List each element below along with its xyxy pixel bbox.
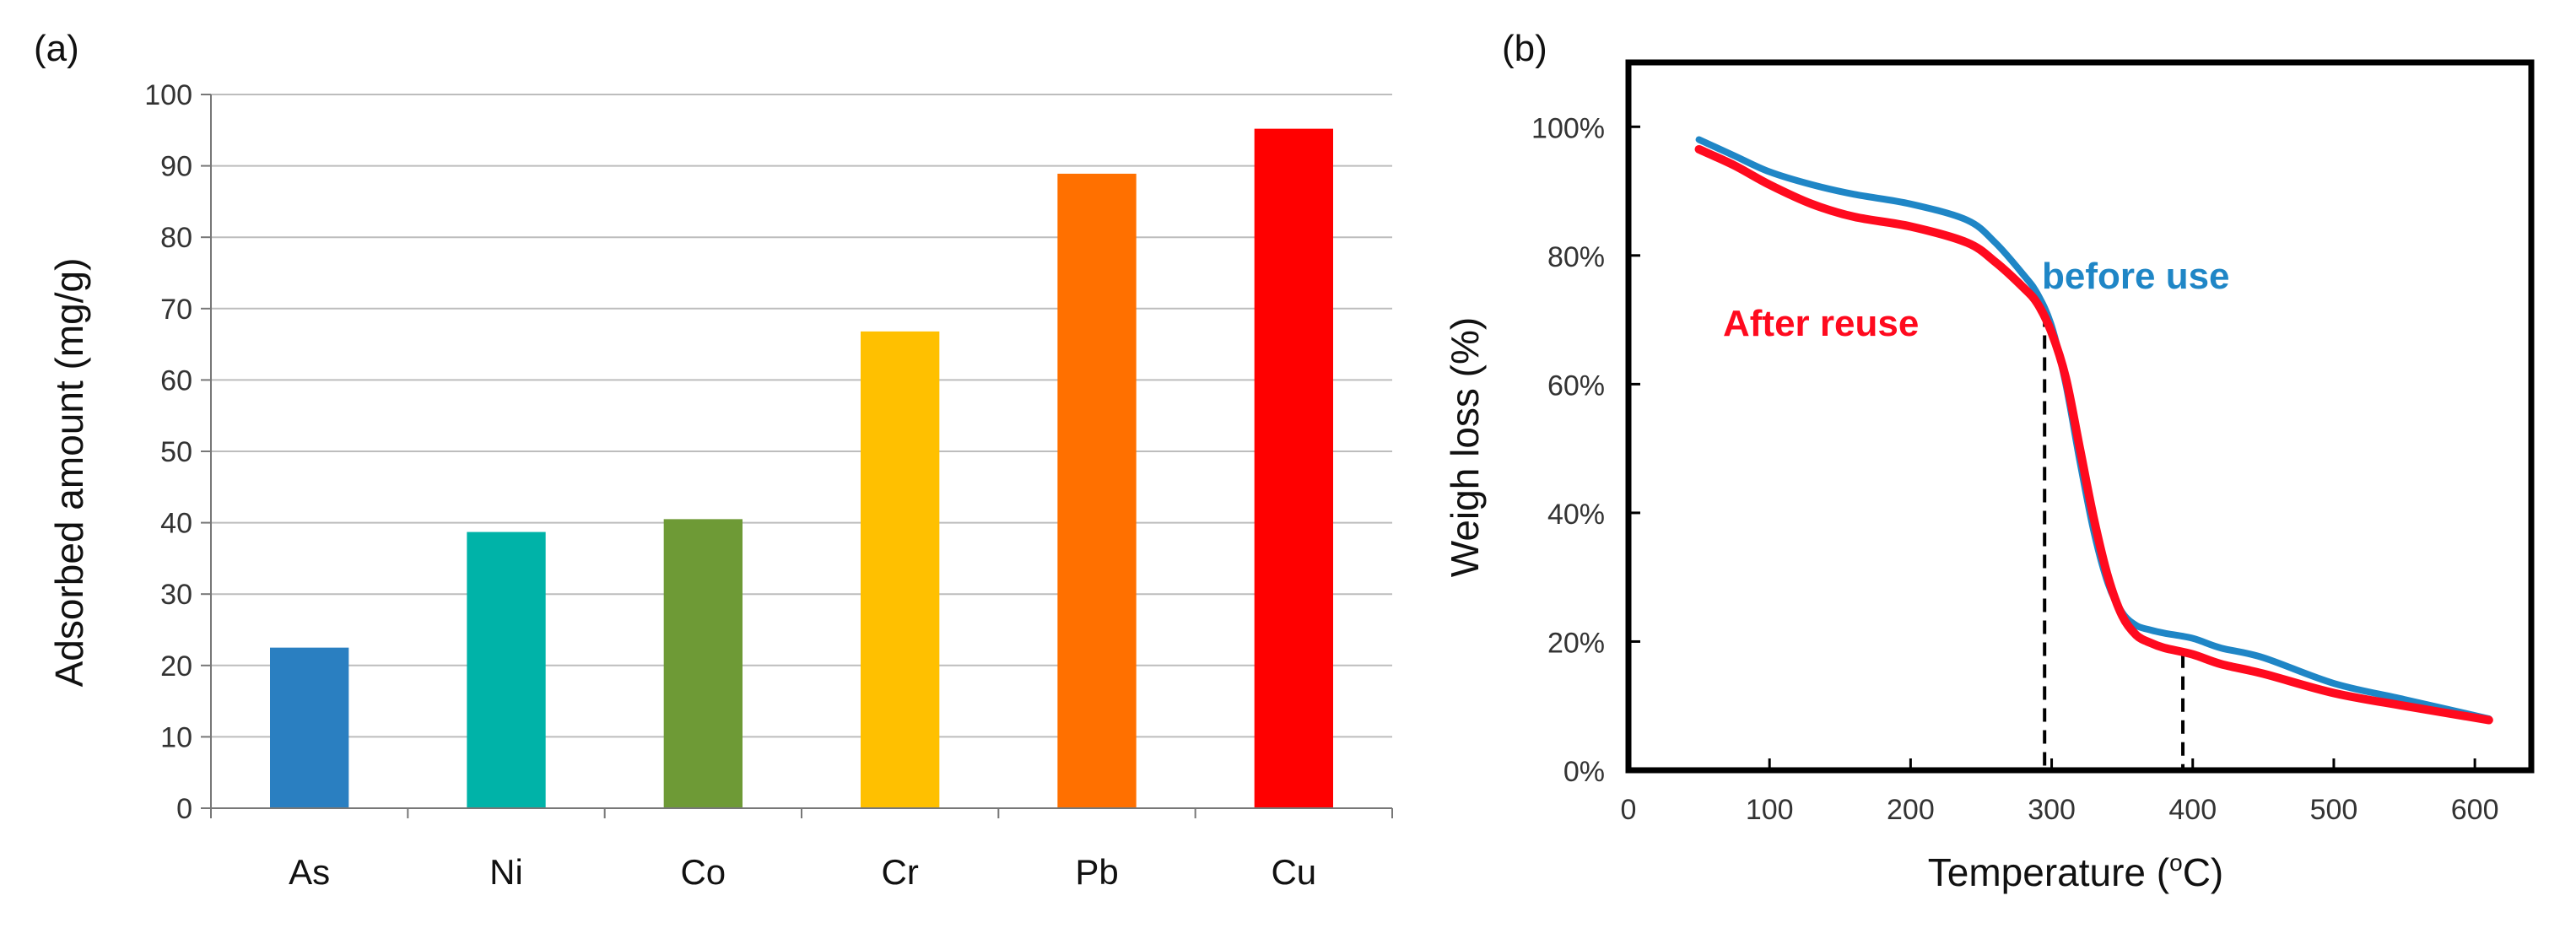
x-category-label: Pb <box>1075 852 1118 892</box>
x-tick-label: 0 <box>1621 794 1637 826</box>
x-category-label: Cu <box>1271 852 1316 892</box>
y-tick-label: 80% <box>1547 241 1605 273</box>
panel-b-x-axis-title: Temperature (oC) <box>1928 850 2223 894</box>
bar-ni <box>467 531 546 808</box>
plot-frame <box>1625 59 2535 774</box>
panel-b-label: (b) <box>1502 28 1547 69</box>
bar-cr <box>861 331 940 808</box>
y-tick-label: 40% <box>1547 499 1605 531</box>
x-category-label: Co <box>680 852 726 892</box>
y-tick-label: 60 <box>160 364 192 397</box>
y-tick-label: 20% <box>1547 627 1605 659</box>
y-tick-label: 10 <box>160 721 192 753</box>
y-tick-label: 100% <box>1531 112 1605 144</box>
bar-as <box>270 647 349 808</box>
panel-a-y-axis-title: Adsorbed amount (mg/g) <box>47 258 91 688</box>
y-tick-label: 0 <box>176 793 192 825</box>
y-tick-label: 60% <box>1547 370 1605 402</box>
panel-b-y-axis-title: Weigh loss (%) <box>1443 317 1487 577</box>
x-tick-label: 500 <box>2310 794 2358 826</box>
bar-pb <box>1057 173 1137 808</box>
bar-chart-panel-a: (a) Adsorbed amount (mg/g) 0 10 20 30 40 50 60… <box>34 28 1393 892</box>
line-chart-panel-b: (b) Weigh loss (%) Temperature (oC) 0% 20… <box>1443 28 2535 894</box>
x-tick-label: 400 <box>2168 794 2217 826</box>
x-axis-title-unit: C) <box>2183 850 2224 894</box>
series-line-before-use <box>1695 136 2492 722</box>
x-axis-title-degree: o <box>2169 850 2183 876</box>
y-tick-label: 90 <box>160 151 192 183</box>
series-label-after-reuse: After reuse <box>1723 303 1919 344</box>
x-category-label: As <box>289 852 330 892</box>
y-tick-label: 30 <box>160 579 192 611</box>
y-tick-label: 80 <box>160 222 192 254</box>
y-tick-label: 0% <box>1563 756 1605 788</box>
bar-cu <box>1254 128 1333 808</box>
x-tick-label: 600 <box>2451 794 2499 826</box>
x-tick-label: 200 <box>1887 794 1935 826</box>
x-tick-label: 100 <box>1746 794 1794 826</box>
x-category-label: Ni <box>489 852 523 892</box>
y-tick-label: 40 <box>160 508 192 540</box>
y-tick-label: 70 <box>160 294 192 326</box>
x-category-label: Cr <box>882 852 919 892</box>
series-line-after-reuse <box>1694 144 2493 725</box>
bar-co <box>663 519 743 808</box>
panel-a-label: (a) <box>34 28 79 69</box>
x-tick-label: 300 <box>2028 794 2076 826</box>
y-tick-label: 50 <box>160 436 192 468</box>
x-axis-title-main: Temperature ( <box>1928 850 2170 894</box>
y-tick-label: 20 <box>160 650 192 683</box>
y-tick-label: 100 <box>144 79 192 111</box>
series-label-before-use: before use <box>2042 256 2230 297</box>
